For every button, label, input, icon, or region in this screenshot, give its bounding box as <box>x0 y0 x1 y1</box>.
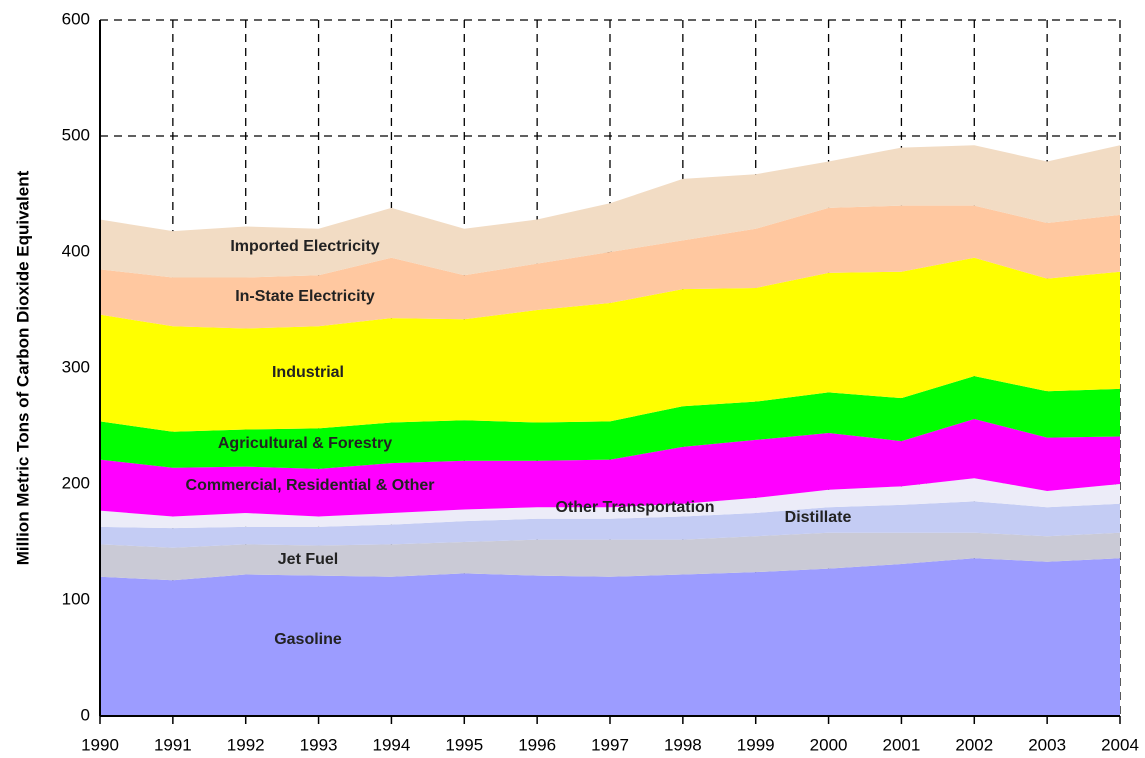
area <box>100 501 1120 548</box>
x-tick-label: 1994 <box>373 735 411 754</box>
y-tick-label: 500 <box>62 125 90 144</box>
area <box>100 419 1120 517</box>
x-tick-label: 2001 <box>883 735 921 754</box>
y-tick-label: 300 <box>62 357 90 376</box>
y-tick-label: 0 <box>81 705 90 724</box>
y-tick-label: 100 <box>62 589 90 608</box>
area <box>100 532 1120 581</box>
y-axis-label: Million Metric Tons of Carbon Dioxide Eq… <box>13 170 32 565</box>
x-tick-label: 2004 <box>1101 735 1139 754</box>
area <box>100 205 1120 329</box>
area <box>100 558 1120 716</box>
x-tick-label: 2000 <box>810 735 848 754</box>
x-tick-label: 1995 <box>445 735 483 754</box>
x-tick-label: 1998 <box>664 735 702 754</box>
x-tick-label: 2002 <box>955 735 993 754</box>
area-label: In-State Electricity <box>235 288 375 305</box>
x-tick-label: 1990 <box>81 735 119 754</box>
area-label: Jet Fuel <box>278 551 338 568</box>
y-tick-label: 200 <box>62 473 90 492</box>
x-tick-label: 2003 <box>1028 735 1066 754</box>
y-tick-label: 400 <box>62 241 90 260</box>
area-label: Imported Electricity <box>230 238 379 255</box>
area-label: Agricultural & Forestry <box>218 435 392 452</box>
x-tick-label: 1996 <box>518 735 556 754</box>
area-label: Industrial <box>272 364 344 381</box>
area-label: Commercial, Residential & Other <box>186 477 435 494</box>
y-tick-label: 600 <box>62 9 90 28</box>
area-label: Other Transportation <box>555 499 714 516</box>
x-tick-label: 1991 <box>154 735 192 754</box>
x-tick-label: 1997 <box>591 735 629 754</box>
area-label: Distillate <box>785 509 852 526</box>
area-label: Gasoline <box>274 631 342 648</box>
area <box>100 376 1120 469</box>
area <box>100 478 1120 529</box>
x-tick-label: 1999 <box>737 735 775 754</box>
area <box>100 257 1120 432</box>
x-tick-label: 1992 <box>227 735 265 754</box>
area <box>100 145 1120 278</box>
x-tick-label: 1993 <box>300 735 338 754</box>
